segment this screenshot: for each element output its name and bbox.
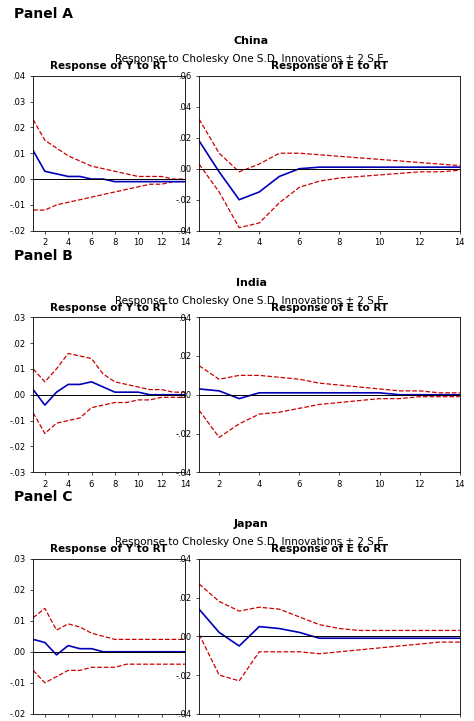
Text: Response of E to RT: Response of E to RT [271,61,388,71]
Text: Response to Cholesky One S.D. Innovations ± 2 S.E.: Response to Cholesky One S.D. Innovation… [115,537,387,547]
Text: India: India [236,278,267,288]
Text: Panel B: Panel B [14,249,73,262]
Text: Response of E to RT: Response of E to RT [271,544,388,554]
Text: Response of Y to RT: Response of Y to RT [50,303,168,313]
Text: China: China [234,36,269,46]
Text: Panel C: Panel C [14,490,73,504]
Text: Japan: Japan [234,519,269,529]
Text: Response of Y to RT: Response of Y to RT [50,544,168,554]
Text: Response to Cholesky One S.D. Innovations ± 2 S.E.: Response to Cholesky One S.D. Innovation… [115,296,387,306]
Text: Response of E to RT: Response of E to RT [271,303,388,313]
Text: Panel A: Panel A [14,7,73,21]
Text: Response to Cholesky One S.D. Innovations ± 2 S.E.: Response to Cholesky One S.D. Innovation… [115,54,387,64]
Text: Response of Y to RT: Response of Y to RT [50,61,168,71]
